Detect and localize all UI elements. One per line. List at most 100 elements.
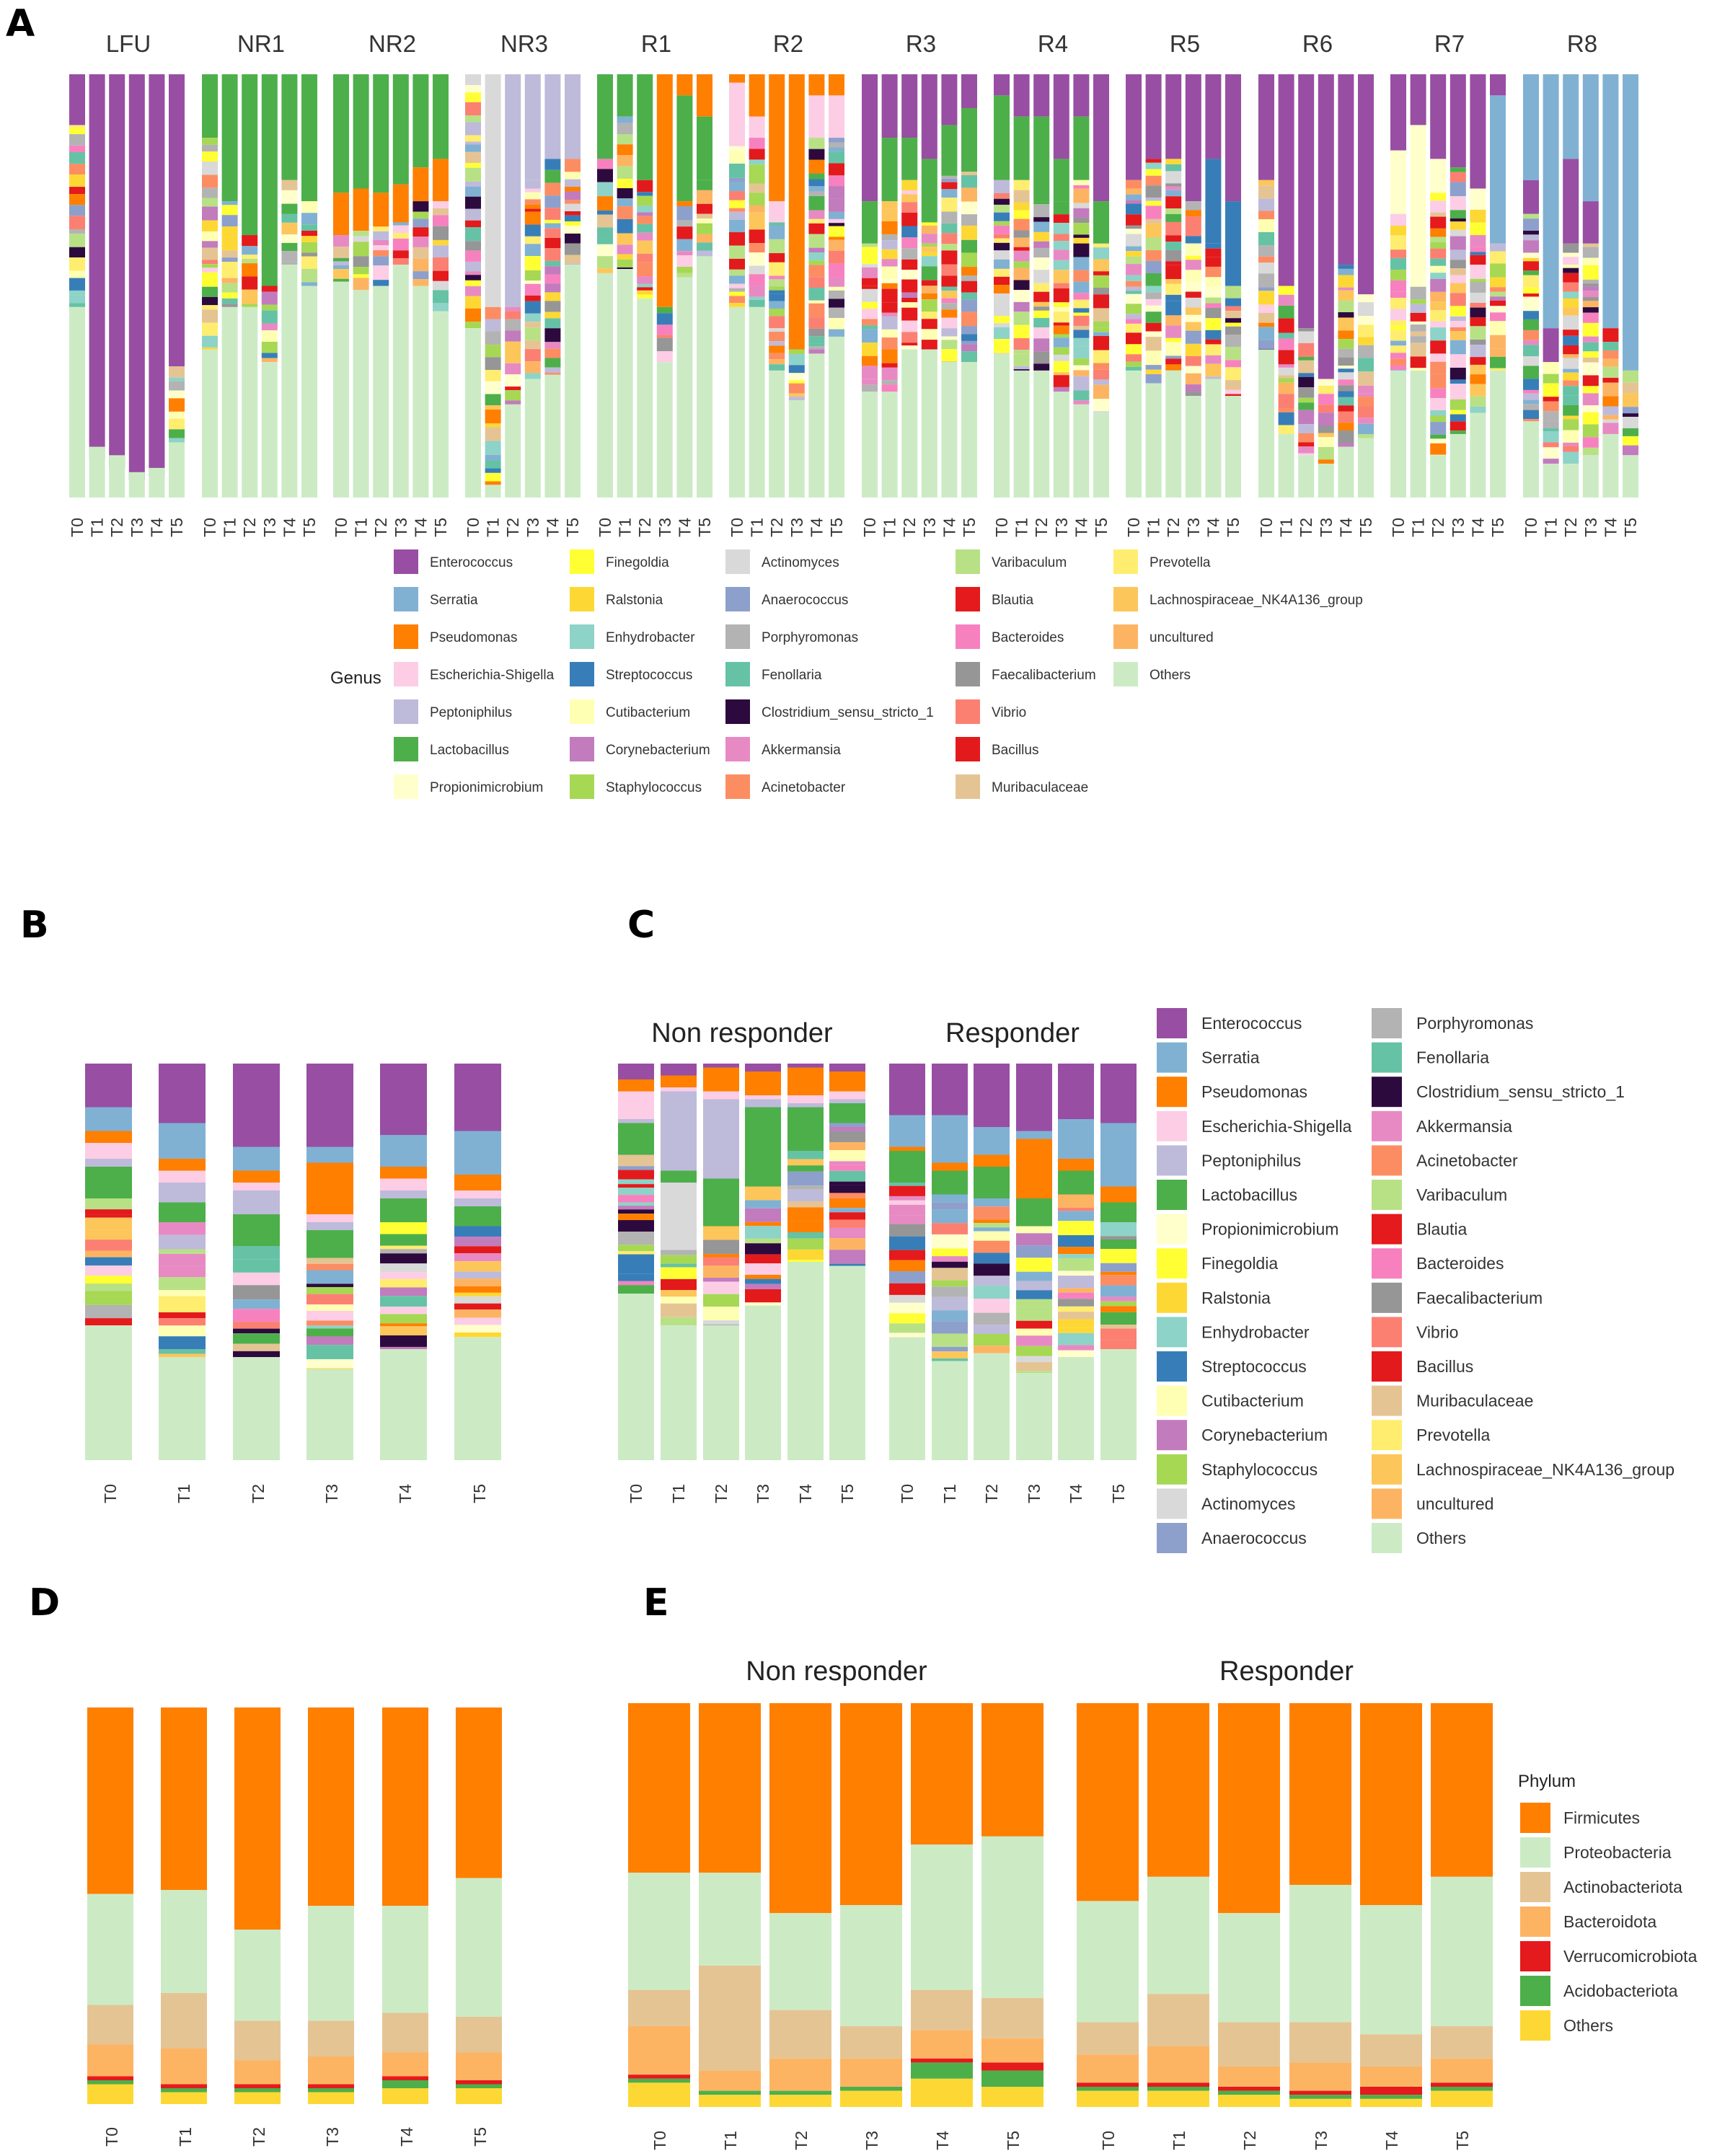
genus-legend-c-label-akkermansia: Akkermansia [1416, 1117, 1512, 1136]
bar-a-lfu-t3-enterococcus [128, 74, 145, 481]
bar-c-nr-t1-minor-lachnospiraceae-nk4a136-group [661, 1290, 697, 1297]
bar-a-r4-t0-minor-clostridium-sensu-stricto-1 [994, 198, 1010, 205]
bar-a-r4-t2-minor-escherichia-shigella [1033, 327, 1050, 339]
bar-b-t1-lactobacillus [159, 1202, 206, 1222]
tick-c-nr-t5: T5 [838, 1484, 857, 1503]
bar-d-t4-others [382, 2088, 428, 2104]
bar-a-r7-t4-minor-akkermansia [1470, 235, 1486, 247]
bar-a-nr3-t3-minor-enhydrobacter [524, 373, 541, 379]
bar-a-r5-t5-minor-clostridium-sensu-stricto-1 [1225, 318, 1241, 323]
bar-a-r1-t3-minor-vibrio [656, 335, 673, 338]
bar-a-r4-t3-minor-lactobacillus [1053, 201, 1069, 215]
bar-a-r3-t4-enterococcus [941, 74, 958, 125]
bar-b-t0-lactobacillus [85, 1167, 132, 1198]
bar-a-r1-t2-minor-bacillus [637, 287, 653, 291]
bar-a-nr2-t5-minor-muribaculaceae [433, 208, 449, 216]
bar-a-r4-t4-minor-uncultured [1073, 370, 1090, 376]
bar-a-r3-t0-minor-akkermansia [862, 366, 878, 379]
bar-c-nr-t1-minor-finegoldia [661, 1267, 697, 1279]
bar-a-r3-t5-minor-corynebacterium [961, 344, 977, 352]
bar-a-r7-t1-minor-porphyromonas [1410, 286, 1426, 300]
bar-e-nr-t3-bacteroidota [840, 2058, 902, 2087]
bar-a-nr1-t1-minor-uncultured [221, 278, 238, 283]
phylum-legend-label-actinobacteriota: Actinobacteriota [1563, 1878, 1682, 1896]
bar-a-r4-t0-minor-vibrio [994, 193, 1010, 199]
bar-c-r-t5-minor-lactobacillus [1100, 1239, 1137, 1250]
genus-legend-c-key-enterococcus [1157, 1008, 1187, 1038]
genus-legend-key-lachnospiraceae-nk4a136-group [1113, 587, 1138, 611]
bar-e-nr-t0-actinobacteriota [628, 1989, 690, 2026]
bar-a-r5-t0-minor-finegoldia [1126, 349, 1142, 355]
bar-b-t3-minor-escherichia-shigella [306, 1310, 353, 1321]
bar-a-r2-t1-minor-blautia [749, 229, 765, 244]
bar-a-nr1-t3-minor-staphylococcus [261, 341, 278, 353]
bar-a-r2-t4-minor-staphylococcus [808, 260, 825, 265]
bar-d-t0-verrucomicrobiota [87, 2076, 133, 2080]
bar-a-r8-t5-minor-corynebacterium [1623, 445, 1638, 456]
bar-a-lfu-t0-minor-anaerococcus [69, 205, 85, 216]
bar-e-r-t2-firmicutes [1218, 1703, 1280, 1914]
bar-a-r2-t4-minor-porphyromonas [808, 346, 825, 350]
bar-c-r-t2-minor-uncultured [974, 1346, 1010, 1353]
bar-a-r7-t3-minor-escherichia-shigella [1450, 321, 1466, 327]
bar-a-nr3-t4-minor-faecalibacterium [544, 301, 561, 312]
bar-c-nr-t5-minor-vibrio [829, 1219, 865, 1228]
bar-a-r2-t3-minor-finegoldia [788, 380, 805, 384]
bar-c-r-t3-minor-serratia [1016, 1271, 1052, 1281]
bar-a-r4-t5-minor-actinomyces [1093, 411, 1109, 413]
bar-a-r1-t5-minor-cutibacterium [697, 218, 712, 224]
bar-a-r1-t0-minor-lachnospiraceae-nk4a136-group [597, 268, 613, 273]
bar-a-r8-t3-serratia [1582, 74, 1599, 202]
bar-b-t1-peptoniphilus [159, 1183, 206, 1203]
bar-a-r7-t5-minor-bacteroides [1490, 312, 1506, 322]
bar-a-r4-t1-minor-prevotella [1013, 180, 1030, 190]
bar-a-r5-t0-others [1126, 370, 1142, 498]
bar-a-r1-t0-minor-clostridium-sensu-stricto-1 [597, 169, 613, 182]
bar-a-r7-t2-minor-prevotella [1430, 310, 1447, 322]
bar-a-r6-t5-minor-fenollaria [1358, 358, 1374, 372]
tick-a-r7-t3: T3 [1449, 518, 1468, 537]
bar-a-lfu-t5-minor-muribaculaceae [169, 366, 185, 378]
bar-a-nr3-t3-minor-enhydrobacter [524, 313, 541, 322]
bar-a-r7-t5-minor-uncultured [1490, 348, 1506, 357]
bar-a-r6-t1-others [1278, 433, 1294, 498]
bar-d-t2-bacteroidota [234, 2060, 281, 2085]
bar-c-r-t3-minor-peptoniphilus [1016, 1281, 1052, 1291]
bar-a-r7-t2-minor-anaerococcus [1430, 422, 1447, 435]
bar-a-r2-t5-minor-clostridium-sensu-stricto-1 [829, 299, 844, 308]
bar-a-r7-t2-minor-blautia [1430, 216, 1447, 229]
bar-a-r1-t1-others [617, 269, 633, 498]
bar-a-r7-t4-minor-ralstonia [1470, 209, 1486, 223]
bar-d-t0-others [87, 2084, 133, 2104]
bar-a-r4-t0-minor-streptococcus [994, 212, 1010, 221]
bar-a-r7-t0-minor-serratia [1390, 340, 1406, 346]
phylum-legend-key-proteobacteria [1520, 1837, 1550, 1868]
bar-a-lfu-t0-minor-streptococcus [69, 278, 85, 291]
bar-a-nr3-t4-minor-serratia [544, 223, 561, 229]
bar-a-nr2-t3-minor-serratia [392, 222, 409, 226]
bar-a-r4-t4-minor-prevotella [1073, 299, 1090, 309]
bar-a-r8-t2-minor-ralstonia [1563, 415, 1579, 420]
bar-b-t0-minor-staphylococcus [85, 1296, 132, 1305]
bar-c-r-t2-minor-escherichia-shigella [974, 1299, 1010, 1313]
bar-a-r4-t2-minor-lachnospiraceae-nk4a136-group [1033, 301, 1050, 307]
bar-c-nr-t3-pseudomonas [745, 1072, 781, 1095]
bar-a-r4-t2-minor-lactobacillus [1033, 201, 1050, 205]
bar-e-nr-t4-proteobacteria [911, 1844, 973, 1990]
bar-a-r3-t4-minor-fenollaria [941, 223, 958, 234]
bar-a-r4-t2-minor-bacillus [1033, 291, 1050, 302]
bar-a-r5-t5-minor-varibaculum [1225, 286, 1241, 299]
group-label-r6: R6 [1302, 30, 1333, 57]
bar-a-r7-t4-minor-vibrio [1470, 302, 1486, 308]
bar-b-t3-minor-serratia [306, 1270, 353, 1284]
bar-a-r5-t3-minor-vibrio [1185, 355, 1201, 366]
bar-c-r-t1-minor-vibrio [932, 1223, 968, 1234]
bar-a-r2-t2-minor-serratia [769, 301, 785, 309]
bar-a-r1-t3-others [656, 362, 673, 498]
genus-legend-key-serratia [394, 587, 418, 611]
genus-legend-c-label-enterococcus: Enterococcus [1201, 1014, 1302, 1033]
legends-layer: EnterococcusSerratiaPseudomonasEscherich… [394, 549, 1698, 2041]
bar-c-r-t0-minor-akkermansia [889, 1204, 925, 1216]
bar-a-r5-t4-enterococcus [1205, 74, 1222, 159]
bar-a-r7-t0-minor-ralstonia [1390, 226, 1406, 236]
